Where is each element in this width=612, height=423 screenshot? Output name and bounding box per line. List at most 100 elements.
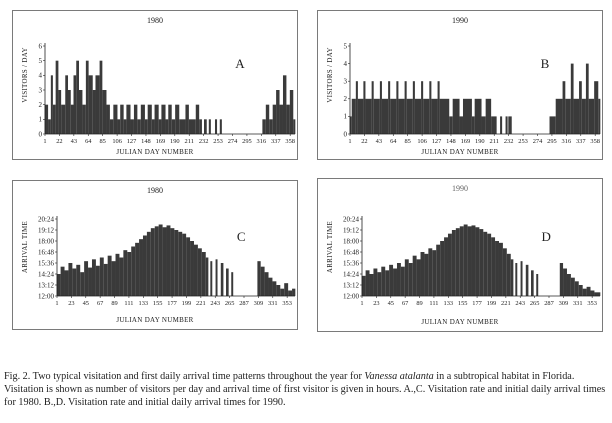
bar-d-51 — [586, 286, 591, 296]
bar-b-5 — [365, 98, 372, 134]
bar-d-11 — [404, 259, 409, 296]
x-tick-label: 199 — [182, 300, 192, 307]
bar-c-7 — [84, 261, 89, 296]
bar-a-2 — [50, 75, 53, 134]
bar-b-19 — [423, 98, 430, 134]
bar-d-6 — [385, 270, 390, 296]
bar-c-25 — [154, 226, 159, 296]
y-tick-label: 12:00 — [38, 292, 54, 300]
x-tick-label: 358 — [285, 138, 295, 145]
bar-c-50 — [280, 288, 285, 296]
bar-b-11 — [390, 98, 397, 134]
bar-b-44 — [585, 63, 589, 134]
bar-b-16 — [412, 81, 415, 134]
y-tick-label: 3 — [344, 78, 348, 86]
bar-d-22 — [447, 233, 452, 296]
bar-a-50 — [262, 119, 266, 134]
bar-b-22 — [437, 81, 440, 134]
x-tick-label: 353 — [587, 300, 597, 307]
bar-c-31 — [178, 231, 183, 296]
x-tick-label: 1 — [348, 138, 351, 145]
bar-d-43 — [536, 274, 539, 296]
bar-b-20 — [429, 81, 432, 134]
bar-a-5 — [58, 90, 62, 134]
bar-c-28 — [166, 225, 171, 296]
bar-c-45 — [260, 266, 265, 296]
y-tick-label: 13:12 — [343, 281, 359, 289]
bar-c-44 — [257, 261, 261, 296]
bar-b-30 — [481, 116, 486, 134]
x-tick-label: 64 — [390, 138, 397, 145]
bar-d-7 — [389, 264, 394, 296]
bar-c-46 — [264, 272, 269, 296]
x-tick-label: 309 — [559, 300, 569, 307]
bar-d-3 — [373, 268, 378, 296]
x-tick-label: 1 — [43, 138, 46, 145]
bar-b-18 — [421, 81, 424, 134]
bar-b-38 — [562, 81, 566, 134]
bar-d-37 — [506, 253, 511, 296]
x-axis-label: JULIAN DAY NUMBER — [116, 148, 194, 156]
panel-letter: A — [235, 56, 245, 71]
bar-d-42 — [531, 270, 534, 296]
bar-a-1 — [48, 119, 51, 134]
bar-a-48 — [214, 119, 218, 134]
bar-a-41 — [179, 119, 186, 134]
x-tick-label: 331 — [573, 300, 583, 307]
x-tick-label: 232 — [199, 138, 209, 145]
chart-title: 1990 — [452, 184, 468, 193]
bar-b-6 — [371, 81, 374, 134]
x-tick-label: 274 — [228, 138, 238, 145]
bar-c-48 — [272, 281, 277, 296]
bar-b-12 — [396, 81, 399, 134]
x-tick-label: 316 — [562, 138, 572, 145]
y-tick-label: 16:48 — [343, 248, 359, 256]
bar-b-23 — [439, 98, 450, 134]
bar-c-43 — [231, 272, 234, 296]
bar-a-15 — [88, 75, 93, 134]
bar-b-3 — [357, 98, 364, 134]
x-tick-label: 64 — [85, 138, 92, 145]
bar-a-40 — [175, 104, 180, 134]
bar-c-14 — [111, 261, 116, 296]
x-tick-label: 316 — [257, 138, 267, 145]
bar-b-14 — [404, 81, 407, 134]
bar-c-0 — [56, 274, 61, 296]
bar-a-14 — [85, 60, 89, 134]
x-axis-label: JULIAN DAY NUMBER — [116, 316, 194, 324]
bar-c-2 — [64, 270, 69, 296]
bar-a-28 — [133, 104, 138, 134]
bar-c-1 — [60, 266, 65, 296]
x-tick-label: 177 — [167, 300, 177, 307]
bar-c-6 — [80, 272, 85, 296]
x-tick-label: 265 — [225, 300, 235, 307]
bar-b-36 — [549, 116, 556, 134]
x-tick-label: 253 — [518, 138, 528, 145]
bar-c-5 — [76, 264, 81, 296]
caption-species: Vanessa atalanta — [364, 371, 434, 382]
bar-c-3 — [68, 263, 73, 296]
x-tick-label: 221 — [196, 300, 206, 307]
bar-b-13 — [398, 98, 405, 134]
bar-b-45 — [588, 98, 595, 134]
bar-a-39 — [171, 119, 176, 134]
chart-panel-d: 1990 ARRIVAL TIME 12:00 13:12 14:24 15:36 16… — [317, 178, 603, 332]
bar-d-52 — [590, 290, 595, 296]
bar-d-18 — [432, 250, 437, 296]
bar-c-21 — [139, 239, 143, 296]
y-tick-label: 0 — [344, 130, 348, 138]
bar-c-27 — [162, 227, 167, 296]
chart-panel-b: 1990 VISITORS / DAY 0 1 2 3 4 5 1 22 43 64 85 106 12… — [317, 10, 603, 160]
x-tick-label: 190 — [170, 138, 180, 145]
bar-a-52 — [269, 119, 273, 134]
bar-a-42 — [185, 104, 189, 134]
x-tick-label: 353 — [282, 300, 292, 307]
x-tick-label: 232 — [504, 138, 514, 145]
bar-d-1 — [365, 270, 370, 296]
bar-a-18 — [99, 60, 103, 134]
bar-c-29 — [170, 228, 175, 296]
bar-c-53 — [292, 288, 296, 296]
bar-a-24 — [120, 104, 124, 134]
y-tick-label: 19:12 — [38, 226, 54, 234]
y-tick-label: 4 — [344, 60, 348, 68]
